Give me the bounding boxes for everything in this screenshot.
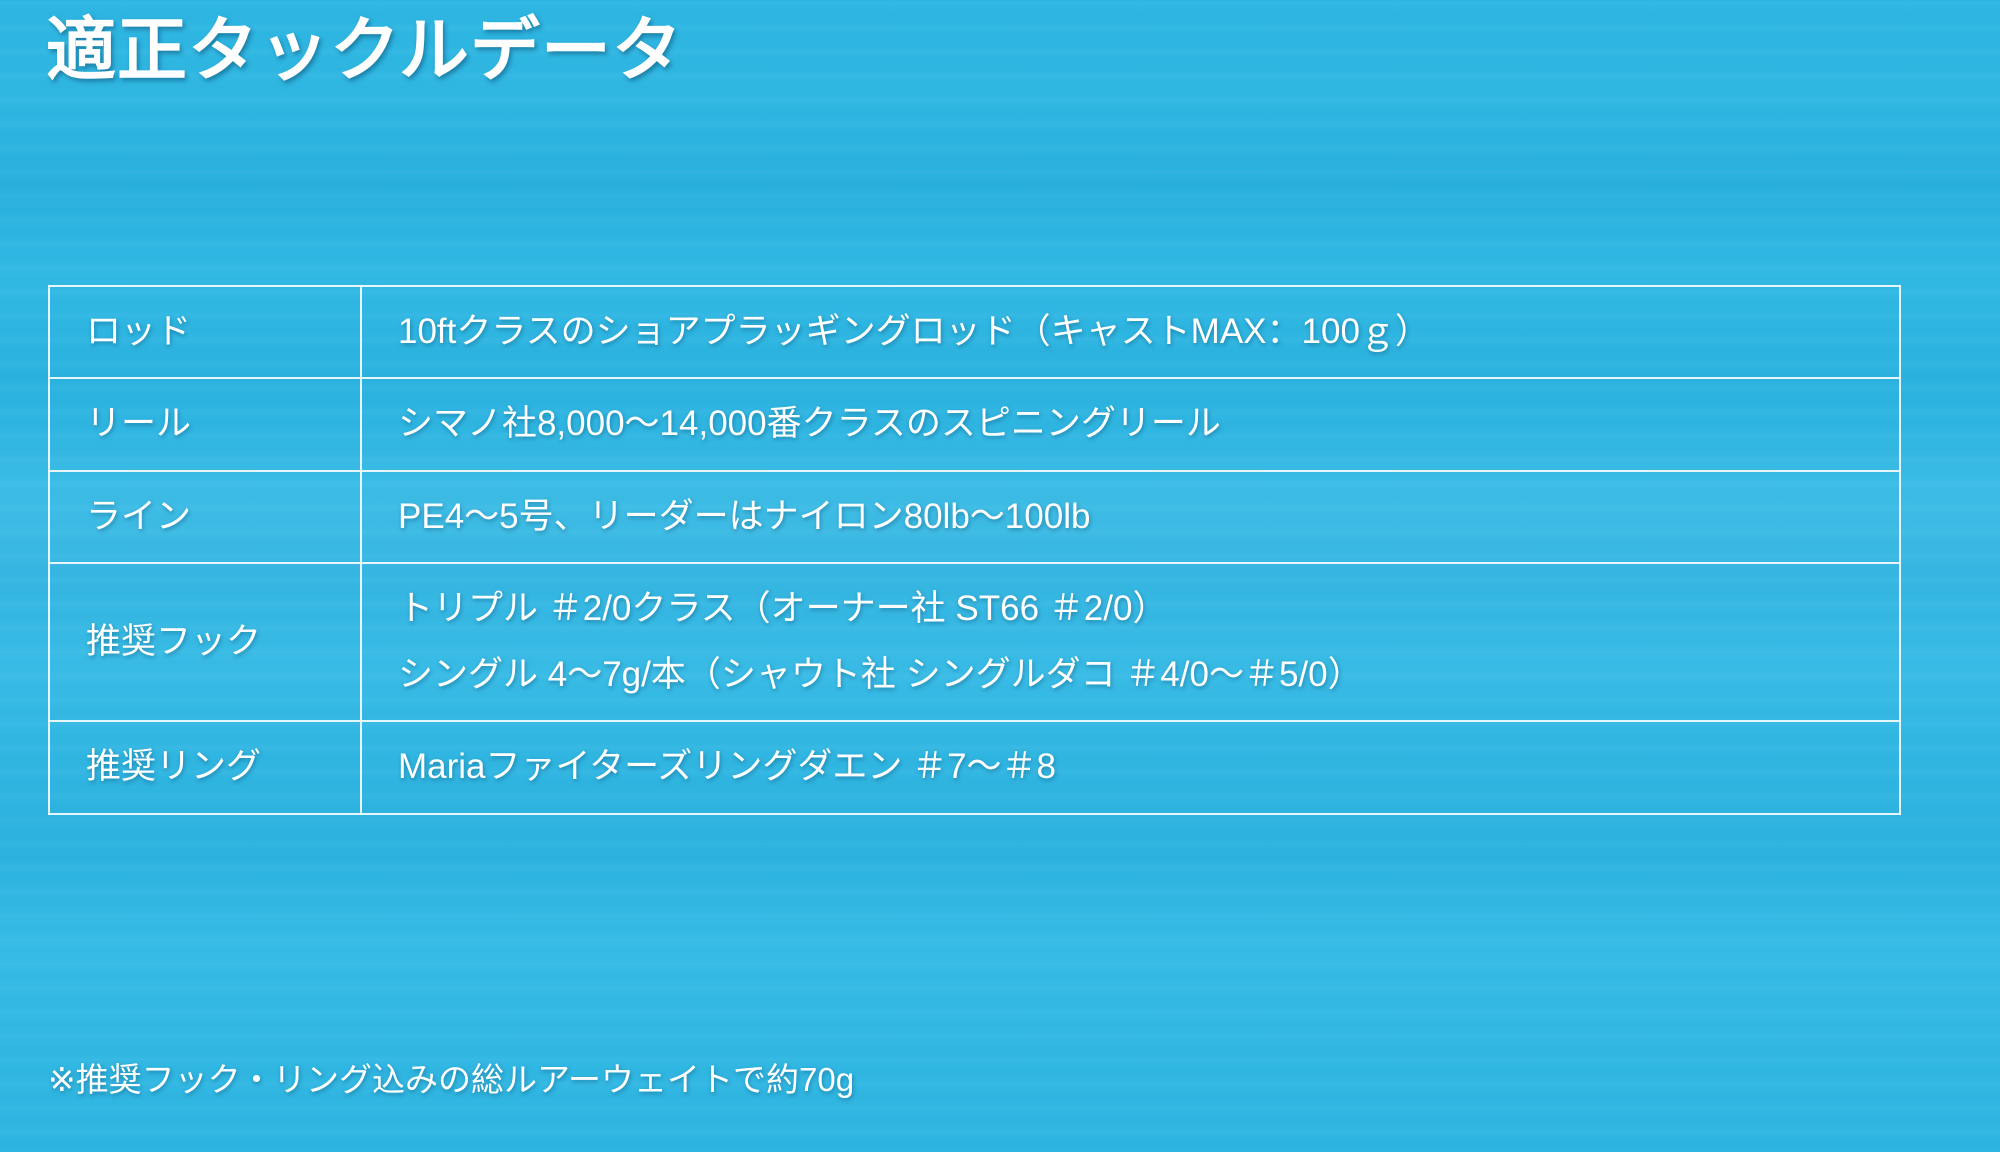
- row-value-recommended-ring: Mariaファイターズリングダエン ＃7〜＃8: [360, 720, 1901, 815]
- row-value-line: シマノ社8,000〜14,000番クラスのスピニングリール: [398, 404, 1221, 444]
- table-row: ライン PE4〜5号、リーダーはナイロン80lb〜100lb: [48, 469, 1901, 564]
- tackle-data-table: ロッド 10ftクラスのショアプラッギングロッド（キャストMAX：100ｇ） リ…: [48, 284, 1901, 815]
- row-label-recommended-ring: 推奨リング: [48, 720, 362, 815]
- row-label-reel: リール: [48, 377, 362, 472]
- row-value-line: PE4〜5号、リーダーはナイロン80lb〜100lb: [398, 496, 1091, 536]
- row-value-line: 10ftクラスのショアプラッギングロッド（キャストMAX：100ｇ）: [398, 312, 1430, 351]
- table-row: リール シマノ社8,000〜14,000番クラスのスピニングリール: [48, 377, 1901, 472]
- row-value-line-spec: PE4〜5号、リーダーはナイロン80lb〜100lb: [360, 469, 1901, 564]
- row-value-recommended-hook: トリプル ＃2/0クラス（オーナー社 ST66 ＃2/0） シングル 4〜7g/…: [360, 561, 1901, 723]
- table-row: 推奨フック トリプル ＃2/0クラス（オーナー社 ST66 ＃2/0） シングル…: [48, 561, 1901, 723]
- row-value-line: Mariaファイターズリングダエン ＃7〜＃8: [398, 747, 1057, 787]
- tackle-table-body: ロッド 10ftクラスのショアプラッギングロッド（キャストMAX：100ｇ） リ…: [48, 284, 1901, 815]
- row-label-recommended-hook: 推奨フック: [48, 561, 362, 723]
- footnote-text: ※推奨フック・リング込みの総ルアーウェイトで約70g: [48, 1061, 855, 1098]
- page-title: 適正タックルデータ: [46, 11, 683, 89]
- row-value-line: シングル 4〜7g/本（シャウト社 シングルダコ ＃4/0〜＃5/0）: [398, 655, 1363, 694]
- table-row: 推奨リング Mariaファイターズリングダエン ＃7〜＃8: [48, 720, 1901, 815]
- row-value-line: トリプル ＃2/0クラス（オーナー社 ST66 ＃2/0）: [398, 588, 1168, 628]
- row-label-rod: ロッド: [48, 284, 362, 380]
- row-value-rod: 10ftクラスのショアプラッギングロッド（キャストMAX：100ｇ）: [360, 284, 1901, 380]
- row-value-reel: シマノ社8,000〜14,000番クラスのスピニングリール: [360, 377, 1901, 472]
- table-row: ロッド 10ftクラスのショアプラッギングロッド（キャストMAX：100ｇ）: [48, 284, 1901, 380]
- row-label-line: ライン: [48, 469, 362, 564]
